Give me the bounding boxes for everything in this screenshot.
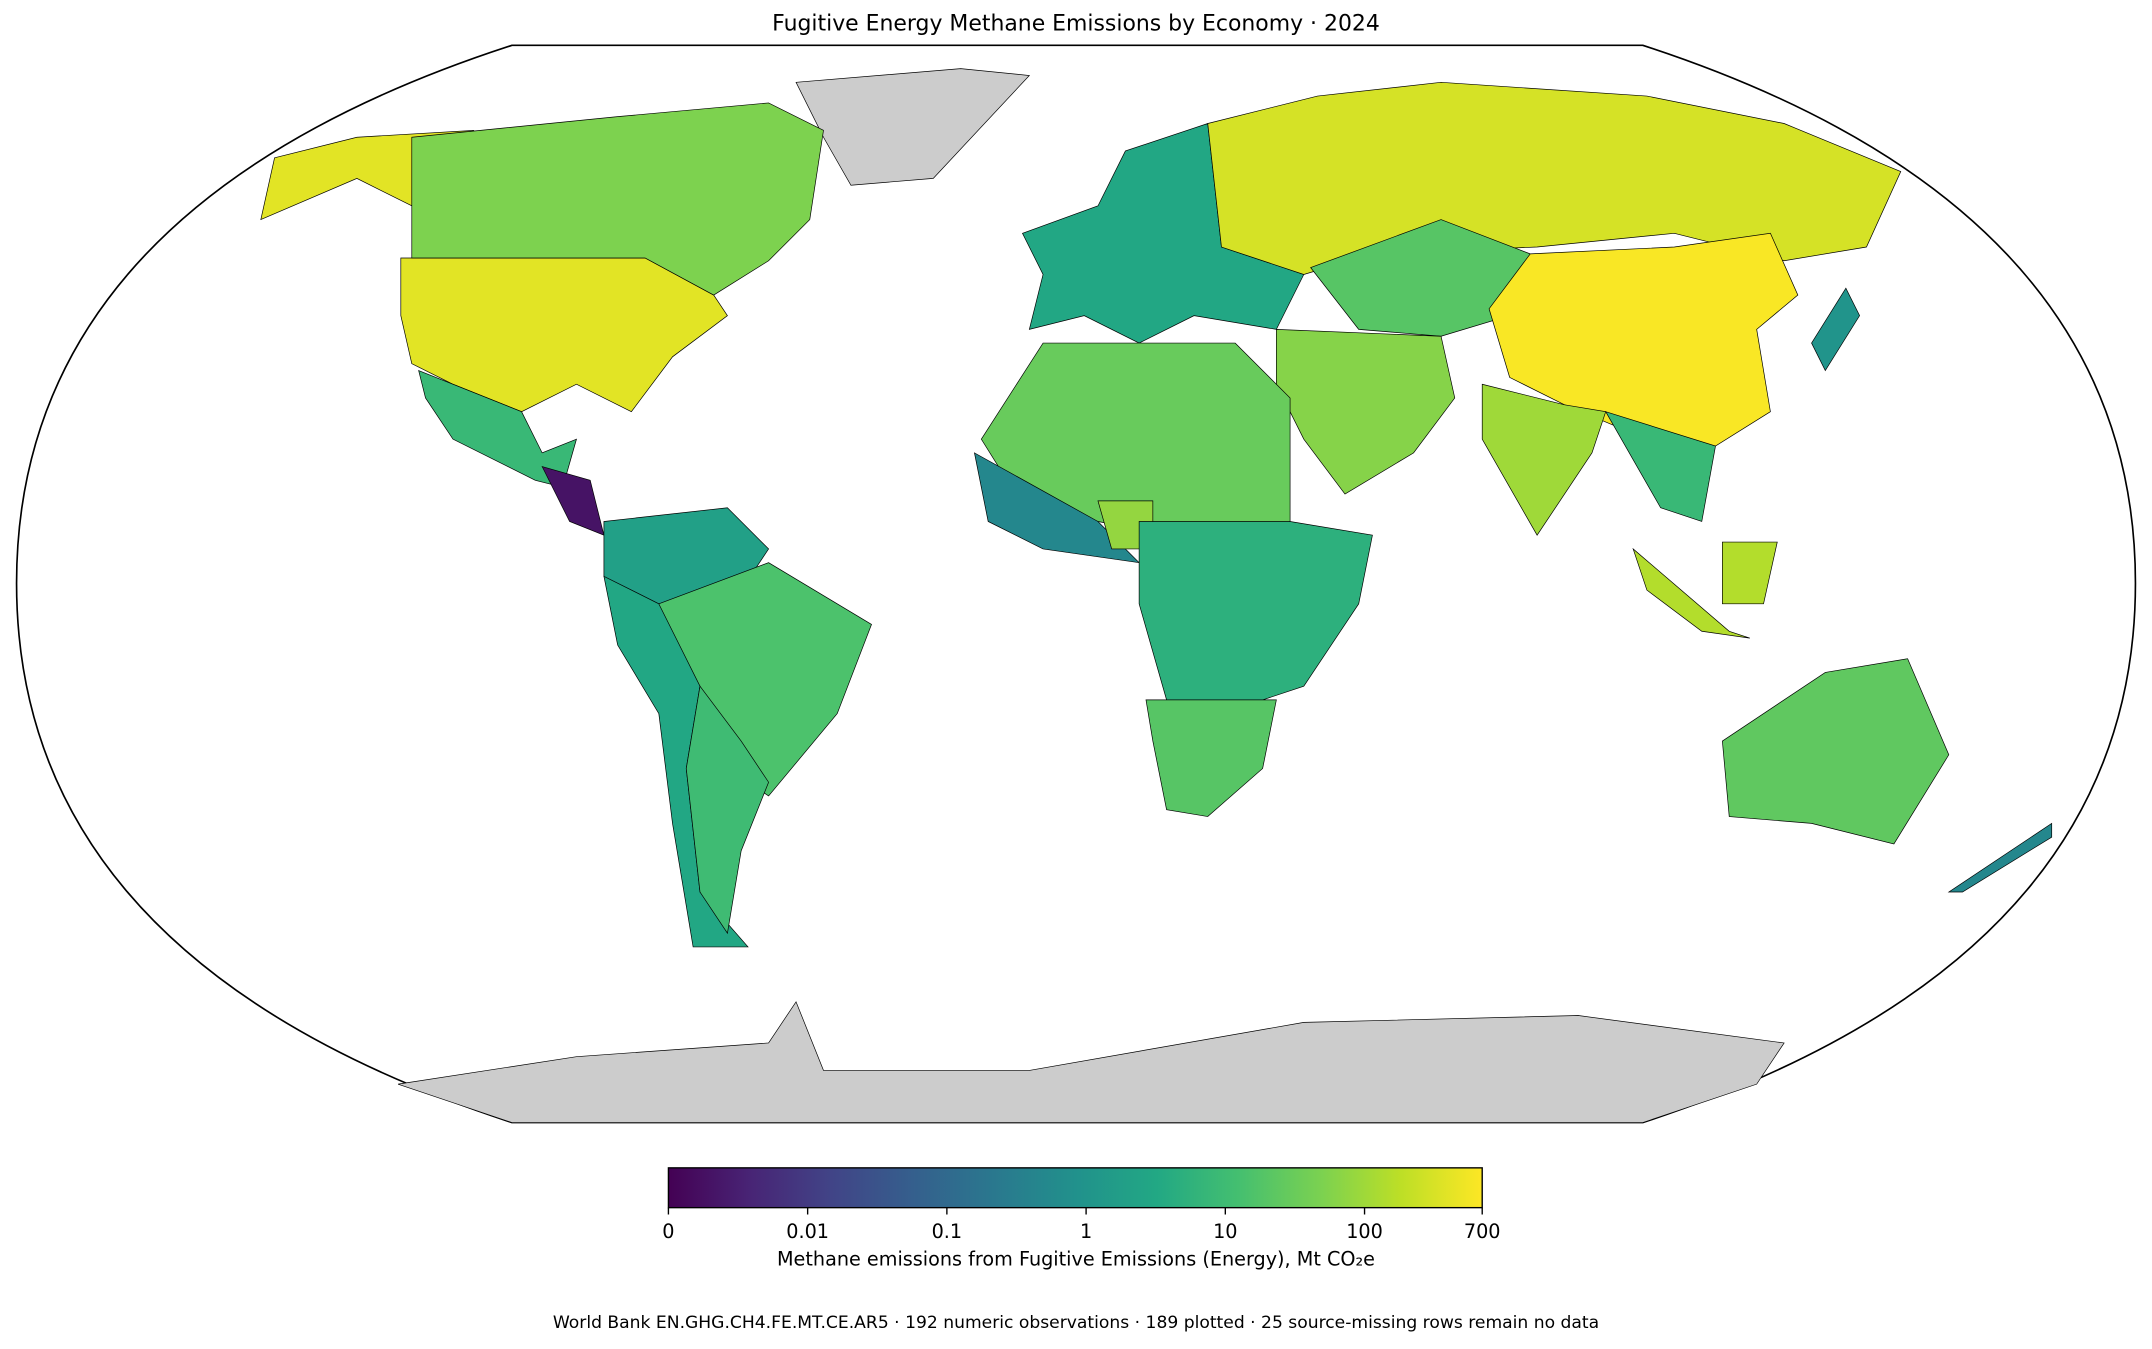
colorbar (667, 1167, 1483, 1209)
chart-title: Fugitive Energy Methane Emissions by Eco… (772, 12, 1380, 37)
region (973, 452, 1141, 564)
colorbar-tick-label: 1 (1080, 1220, 1092, 1243)
colorbar-tick-label: 0 (662, 1220, 674, 1243)
region (1947, 822, 2053, 893)
region (1481, 383, 1607, 536)
region (603, 575, 749, 948)
region (1488, 232, 1799, 447)
colorbar-tick-label: 700 (1464, 1220, 1501, 1243)
colorbar-label: Methane emissions from Fugitive Emission… (777, 1247, 1375, 1270)
footnote: World Bank EN.GHG.CH4.FE.MT.CE.AR5 · 192… (553, 1313, 1599, 1333)
region (411, 102, 824, 296)
region (1145, 699, 1277, 817)
colorbar-tick-label: 0.1 (932, 1220, 963, 1243)
region (1722, 658, 1950, 845)
region (1632, 547, 1750, 639)
region (1722, 541, 1778, 605)
colorbar-tick-label: 10 (1213, 1220, 1237, 1243)
colorbar-tick-label: 100 (1346, 1220, 1383, 1243)
region (1138, 521, 1373, 701)
no-data-region (795, 68, 1031, 186)
no-data-region (397, 1001, 1785, 1123)
colorbar-tick-label: 0.01 (786, 1220, 829, 1243)
no-data-regions (397, 68, 1785, 1123)
region (1811, 287, 1860, 372)
regions (260, 81, 2053, 948)
region (1604, 411, 1716, 522)
region (685, 685, 769, 935)
